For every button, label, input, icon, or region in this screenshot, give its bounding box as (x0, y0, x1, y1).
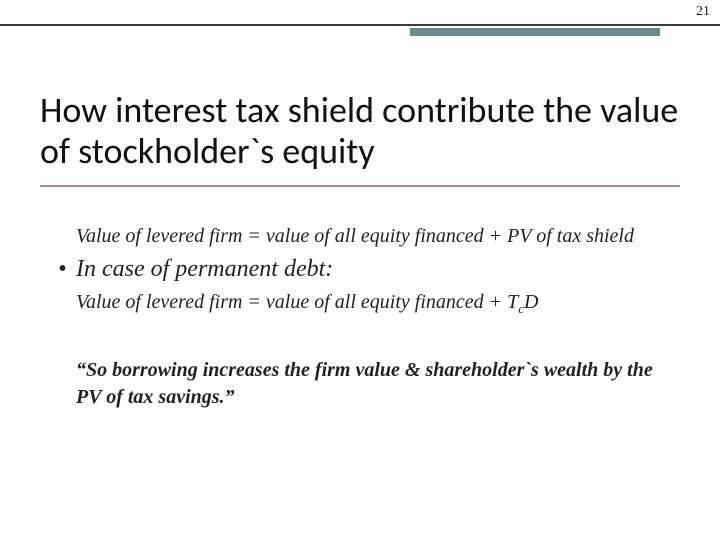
bullet-icon: • (58, 256, 76, 283)
equation-permanent-debt: Value of levered firm = value of all equ… (76, 289, 680, 318)
equation2-pre: Value of levered firm = value of all equ… (76, 291, 518, 313)
slide-content: How interest tax shield contribute the v… (0, 40, 720, 411)
conclusion-quote: “So borrowing increases the firm value &… (76, 357, 680, 411)
header-accent-bar (410, 28, 660, 36)
page-number: 21 (696, 4, 710, 20)
equation-levered-firm: Value of levered firm = value of all equ… (76, 223, 680, 250)
slide-body: Value of levered firm = value of all equ… (76, 223, 680, 412)
equation2-post: D (524, 291, 538, 313)
header-rule (0, 24, 720, 26)
slide-header: 21 (0, 0, 720, 40)
slide-title: How interest tax shield contribute the v… (40, 90, 680, 187)
bullet-text: In case of permanent debt: (76, 256, 333, 282)
bullet-permanent-debt: •In case of permanent debt: (58, 256, 680, 283)
